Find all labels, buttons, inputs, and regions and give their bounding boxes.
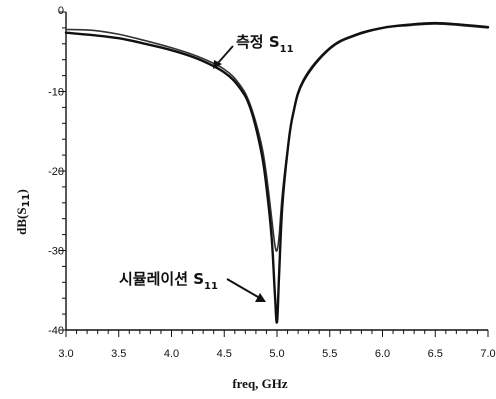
x-axis-title: freq, GHz <box>232 376 288 391</box>
y-tick-label: -30 <box>48 246 64 258</box>
measured-arrow-line <box>217 45 234 64</box>
simulated-annotation: 시뮬레이션 S11 <box>119 270 218 292</box>
x-tick-label: 3.0 <box>58 348 73 360</box>
simulated-annotation-main: 시뮬레이션 S <box>119 270 204 288</box>
y-tick-label: -10 <box>48 87 64 99</box>
y-tick-label: 0 <box>58 5 64 17</box>
y-axis-title: dB(S11) <box>14 189 32 235</box>
x-tick-label: 7.0 <box>480 348 495 360</box>
simulated-arrow-head <box>255 293 266 302</box>
measured-annotation-sub: 11 <box>280 44 294 55</box>
simulated-annotation-sub: 11 <box>204 281 218 292</box>
y-axis-title-sub: 11 <box>21 193 32 207</box>
simulated-arrow-line <box>226 278 259 298</box>
svg-text:dB(S11): dB(S11) <box>14 189 32 235</box>
measured-arrow-head <box>213 60 222 69</box>
x-tick-label: 6.5 <box>428 348 443 360</box>
tick-labels: 3.0 3.5 4.0 4.5 5.0 5.5 6.0 6.5 7.0 0 -10 -20 -30 -40 <box>48 5 496 360</box>
y-tick-label: -20 <box>48 166 64 178</box>
x-tick-label: 3.5 <box>111 348 126 360</box>
x-tick-label: 4.5 <box>217 348 232 360</box>
x-tick-label: 5.5 <box>322 348 337 360</box>
x-tick-label: 6.0 <box>375 348 390 360</box>
measured-s11-line <box>65 23 489 252</box>
measured-annotation: 측정 S11 <box>236 33 294 55</box>
ticks <box>59 11 489 337</box>
x-tick-label: 4.0 <box>164 348 179 360</box>
simulated-s11-line <box>64 21 490 324</box>
y-axis-title-close: ) <box>14 189 29 193</box>
y-tick-label: -40 <box>48 325 64 337</box>
y-axis-title-main: dB(S <box>14 207 29 234</box>
measured-annotation-main: 측정 S <box>236 33 280 51</box>
x-tick-label: 5.0 <box>269 348 284 360</box>
series <box>64 21 490 324</box>
